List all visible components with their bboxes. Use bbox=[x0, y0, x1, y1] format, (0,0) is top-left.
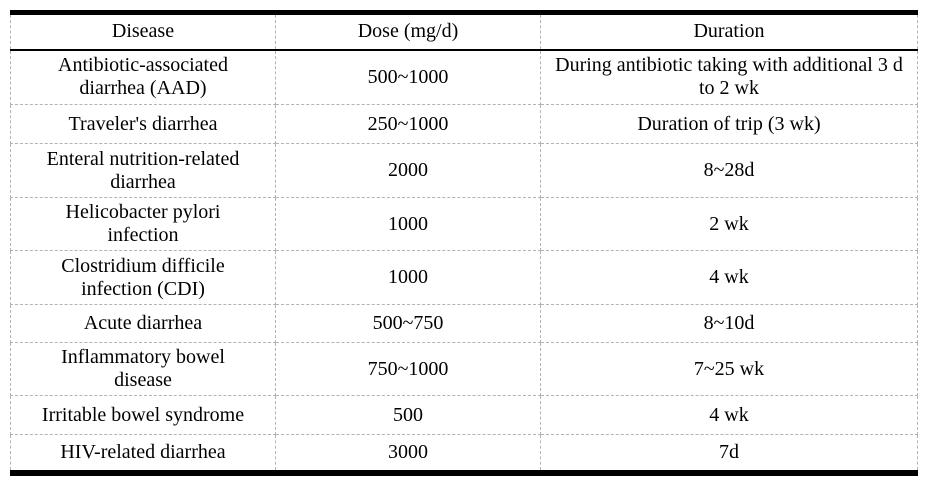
table-row: HIV-related diarrhea 3000 7d bbox=[10, 434, 918, 473]
disease-cell: Helicobacter pylori infection bbox=[10, 197, 276, 251]
dose-cell: 750~1000 bbox=[275, 342, 541, 396]
duration-cell: 2 wk bbox=[540, 197, 918, 251]
column-header-duration: Duration bbox=[540, 12, 918, 51]
disease-cell: Traveler's diarrhea bbox=[10, 104, 276, 144]
table-row: Enteral nutrition-related diarrhea 2000 … bbox=[10, 143, 918, 198]
header-row: Disease Dose (mg/d) Duration bbox=[10, 12, 918, 51]
disease-dose-duration-table: Disease Dose (mg/d) Duration Antibiotic-… bbox=[10, 10, 918, 476]
duration-cell: 8~28d bbox=[540, 143, 918, 198]
duration-cell: 4 wk bbox=[540, 395, 918, 435]
dose-cell: 2000 bbox=[275, 143, 541, 198]
table-row: Inflammatory bowel disease 750~1000 7~25… bbox=[10, 342, 918, 396]
dose-cell: 1000 bbox=[275, 197, 541, 251]
disease-cell: Clostridium difficile infection (CDI) bbox=[10, 250, 276, 305]
disease-cell: Enteral nutrition-related diarrhea bbox=[10, 143, 276, 198]
dose-cell: 500~1000 bbox=[275, 49, 541, 105]
dose-cell: 3000 bbox=[275, 434, 541, 473]
disease-cell: Irritable bowel syndrome bbox=[10, 395, 276, 435]
duration-cell: 7d bbox=[540, 434, 918, 473]
table-row: Traveler's diarrhea 250~1000 Duration of… bbox=[10, 104, 918, 144]
duration-cell: 7~25 wk bbox=[540, 342, 918, 396]
table-row: Antibiotic-associated diarrhea (AAD) 500… bbox=[10, 49, 918, 105]
table-row: Clostridium difficile infection (CDI) 10… bbox=[10, 250, 918, 305]
table-row: Irritable bowel syndrome 500 4 wk bbox=[10, 395, 918, 435]
disease-cell: Inflammatory bowel disease bbox=[10, 342, 276, 396]
duration-cell: 8~10d bbox=[540, 304, 918, 343]
duration-cell: During antibiotic taking with additional… bbox=[540, 49, 918, 105]
dose-cell: 500~750 bbox=[275, 304, 541, 343]
column-header-disease: Disease bbox=[10, 12, 276, 51]
table-row: Helicobacter pylori infection 1000 2 wk bbox=[10, 197, 918, 251]
dose-cell: 500 bbox=[275, 395, 541, 435]
dose-cell: 1000 bbox=[275, 250, 541, 305]
table-row: Acute diarrhea 500~750 8~10d bbox=[10, 304, 918, 343]
dose-cell: 250~1000 bbox=[275, 104, 541, 144]
disease-cell: HIV-related diarrhea bbox=[10, 434, 276, 473]
disease-cell: Antibiotic-associated diarrhea (AAD) bbox=[10, 49, 276, 105]
duration-cell: Duration of trip (3 wk) bbox=[540, 104, 918, 144]
column-header-dose: Dose (mg/d) bbox=[275, 12, 541, 51]
duration-cell: 4 wk bbox=[540, 250, 918, 305]
disease-cell: Acute diarrhea bbox=[10, 304, 276, 343]
